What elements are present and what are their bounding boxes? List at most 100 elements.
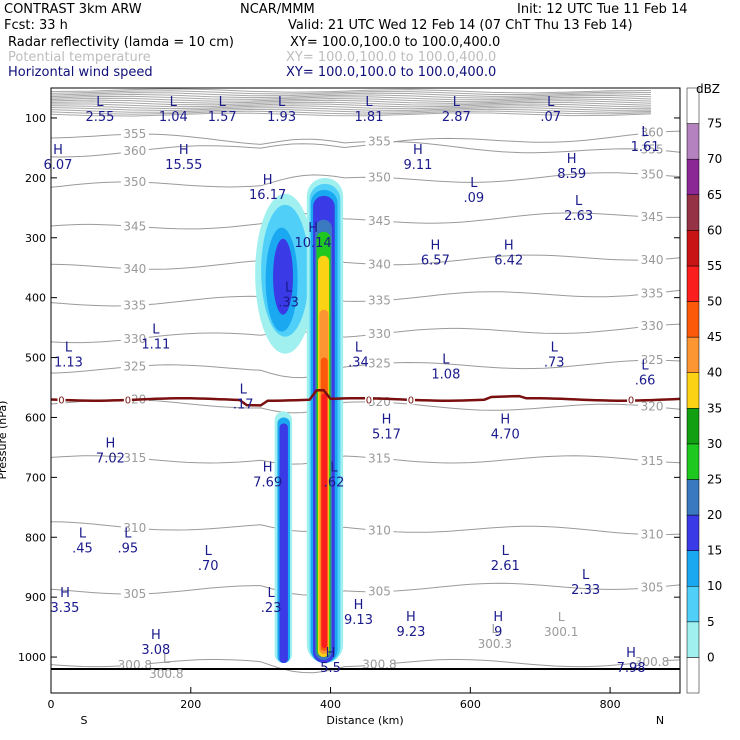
wind-extremum-value: 7.69 [253, 475, 282, 490]
theta-label: 305 [641, 581, 664, 595]
wind-extremum-value: 1.08 [431, 368, 460, 383]
colorbar-swatch [686, 514, 700, 551]
wind-extremum-value: 9.13 [344, 613, 373, 628]
wind-extremum-value: .45 [72, 541, 93, 556]
wind-extremum-value: 3.08 [141, 643, 170, 658]
x-tick-label: 400 [320, 698, 341, 711]
theta-extremum-type: L [491, 622, 498, 636]
theta-label: 310 [123, 521, 146, 535]
colorbar-swatch [686, 657, 700, 694]
theta-upper-line [51, 93, 652, 99]
wind-extremum-type: H [430, 239, 440, 254]
theta-label-bg [120, 218, 149, 233]
wind-extremum-type: H [308, 221, 318, 236]
theta-label-bg [120, 260, 149, 275]
theta-label: 335 [368, 294, 391, 308]
freezing-level-label: 0 [366, 395, 372, 406]
theta-label: 300.8 [635, 655, 669, 669]
wind-extremum-type: H [406, 610, 416, 625]
colorbar-swatch [686, 265, 700, 302]
wind-extremum-value: .73 [544, 356, 565, 371]
y-tick-label: 800 [25, 531, 46, 544]
y-tick-label: 200 [25, 172, 46, 185]
colorbar-swatch [686, 336, 700, 373]
theta-extremum-type: L [558, 610, 565, 624]
col-left-20dbz [279, 423, 288, 664]
theta-label-bg [638, 453, 667, 468]
x-end-left: S [81, 714, 88, 727]
theta-label-bg [365, 583, 394, 598]
wind-extremum-type: L [355, 341, 363, 356]
theta-label: 310 [368, 524, 391, 538]
theta-label: 310 [641, 528, 664, 542]
colorbar-level-label: 45 [707, 330, 722, 344]
theta-label-bg [638, 166, 667, 181]
wind-extremum-value: .33 [278, 296, 299, 311]
wind-extremum-type: L [79, 526, 87, 541]
wind-extremum-value: 2.61 [491, 559, 520, 574]
y-tick-label: 600 [25, 411, 46, 424]
wind-extremum-value: .09 [463, 191, 484, 206]
theta-label: 330 [368, 327, 391, 341]
anvil-20dbz [273, 238, 294, 315]
theta-label: 340 [641, 253, 664, 267]
wind-extremum-value: 9.11 [403, 158, 432, 173]
theta-upper-line [51, 95, 652, 101]
freezing-label-bg [627, 393, 636, 405]
theta-label: 360 [641, 126, 664, 140]
colorbar: 0 5 10 15 20 25 30 35 40 45 50 55 60 65 70 75 [686, 87, 722, 694]
wind-extremum-type: H [326, 646, 336, 661]
wind-extremum-type: L [365, 95, 373, 110]
wind-extremum-value: 5.17 [372, 427, 401, 442]
init-time: Init: 12 UTC Tue 11 Feb 14 [517, 2, 688, 17]
wind-extremum-type: H [567, 152, 577, 167]
colorbar-level-label: 50 [707, 295, 722, 309]
theta-extremum-value: 300.1 [544, 625, 578, 639]
y-tick-label: 300 [25, 232, 46, 245]
theta-label: 335 [123, 298, 146, 312]
wind-extremum-type: L [96, 95, 104, 110]
core-50dbz [321, 393, 328, 649]
colorbar-swatch [686, 372, 700, 409]
colorbar-level-label: 55 [707, 259, 722, 273]
wind-extremum-type: H [626, 646, 636, 661]
colorbar-swatch [686, 408, 700, 445]
wind-extremum-type: H [413, 143, 423, 158]
wind-extremum-type: H [263, 173, 273, 188]
y-axis-title: Pressure (hPa) [0, 401, 9, 480]
colorbar-level-label: 5 [707, 615, 715, 629]
theta-label: 305 [123, 587, 146, 601]
x-tick-label: 200 [180, 698, 201, 711]
wind-extremum-type: L [124, 526, 132, 541]
x-tick-label: 800 [600, 698, 621, 711]
freezing-label-bg [57, 393, 66, 405]
forecast-hour: Fcst: 33 h [4, 18, 68, 33]
y-tick-label: 900 [25, 591, 46, 604]
colorbar-unit: dBZ [696, 82, 720, 96]
colorbar-level-label: 25 [707, 472, 722, 486]
wind-extremum-type: L [547, 95, 555, 110]
theta-label: 345 [123, 219, 146, 233]
wind-extremum-type: L [170, 95, 178, 110]
reflectivity-shading [255, 177, 344, 664]
wind-extremum-type: H [493, 610, 503, 625]
wind-extremum-value: 3.35 [51, 601, 80, 616]
wind-extremum-value: 1.93 [267, 110, 296, 125]
colorbar-level-label: 65 [707, 188, 722, 202]
colorbar-swatch [686, 123, 700, 160]
x-axis-title: Distance (km) [326, 714, 403, 727]
colorbar-level-label: 60 [707, 223, 722, 237]
wind-extremum-value: .34 [348, 356, 369, 371]
wind-extremum-type: L [65, 341, 73, 356]
wind-extremum-type: H [263, 460, 273, 475]
x-tick-label: 0 [48, 698, 55, 711]
wind-extremum-value: 2.87 [442, 110, 471, 125]
theta-label-bg [638, 398, 667, 413]
theta-upper-line [51, 105, 652, 110]
wind-extremum-value: 1.61 [631, 140, 660, 155]
theta-upper-line [51, 92, 652, 97]
wind-extremum-type: H [106, 436, 116, 451]
theta-label: 355 [641, 143, 664, 157]
colorbar-swatch [686, 230, 700, 267]
